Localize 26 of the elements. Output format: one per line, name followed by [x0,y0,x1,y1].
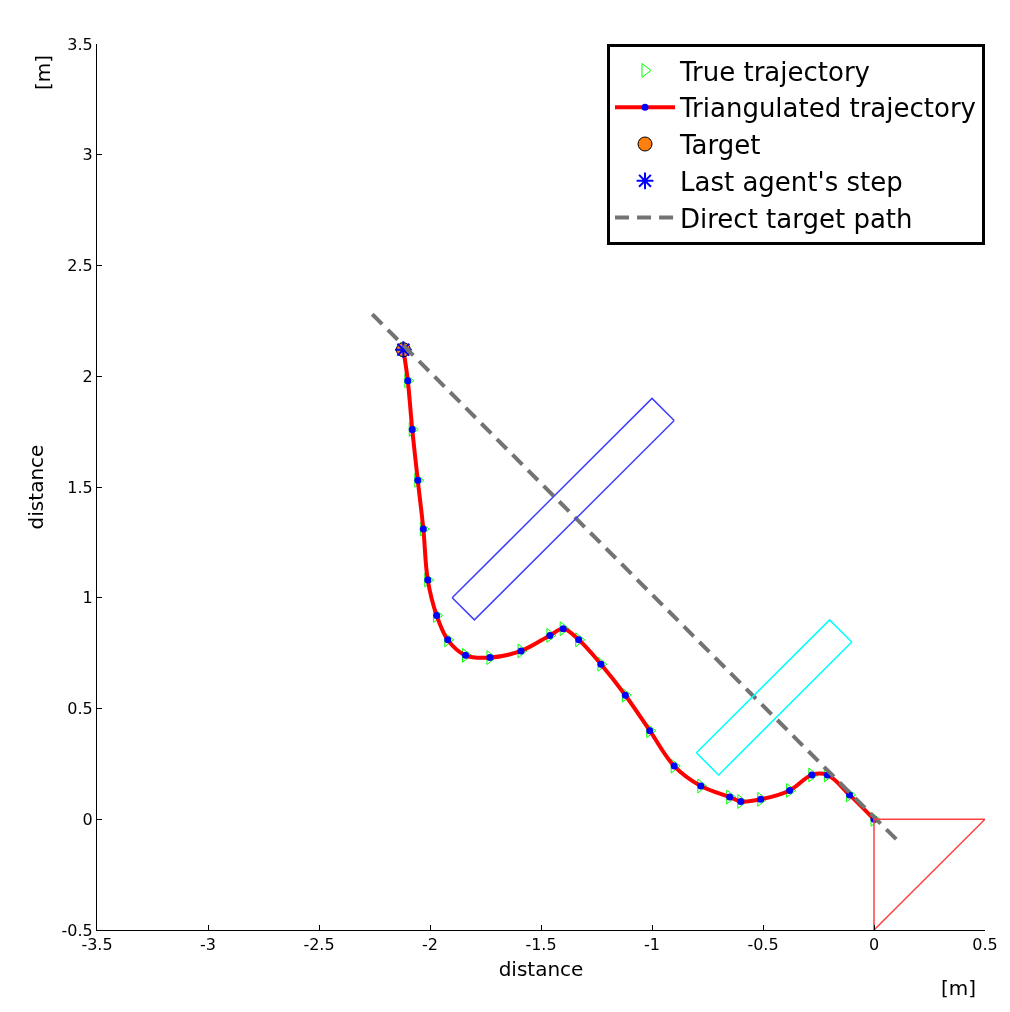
x-tick-label: -2 [422,935,438,955]
x-tick-label: 0 [868,935,880,955]
y-tick-label: 1.5 [67,477,93,497]
legend-label: Last agent's step [680,166,903,197]
y-tick-label: 3 [82,145,93,165]
legend-label: Direct target path [680,203,913,234]
x-tick-label: 0.5 [972,935,998,955]
x-tick-label: -1 [644,935,660,955]
x-axis-title: distance [498,956,584,981]
y-axis-title: distance [24,444,49,530]
legend-label: Triangulated trajectory [679,93,976,124]
x-tick-label: -0.5 [747,935,779,955]
text: [m] [941,976,977,1000]
legend-label: Target [679,130,761,161]
y-tick-label: 3.5 [67,34,93,54]
text: [m] [31,54,56,91]
y-tick-label: 2 [82,366,93,386]
y-tick-label: 1 [82,588,93,608]
y-tick-label: 0.5 [67,699,93,719]
legend-label: True trajectory [679,56,870,87]
x-tick-label: -3 [200,935,216,955]
y-tick-label: 0 [82,809,93,829]
x-tick-label: -3.5 [81,935,113,955]
x-tick-label: -2.5 [303,935,335,955]
y-tick-label: 2.5 [67,256,93,276]
x-tick-label: -1.5 [525,935,557,955]
